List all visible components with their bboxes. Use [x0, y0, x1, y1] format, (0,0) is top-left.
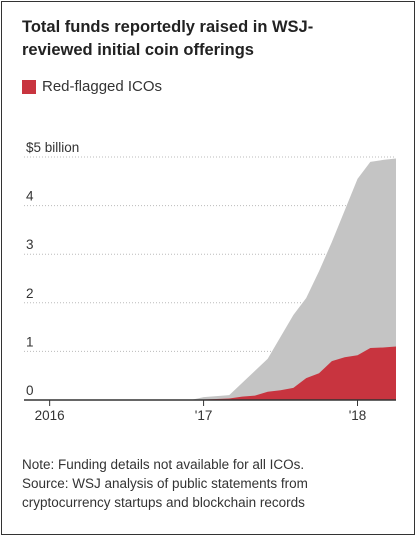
legend-swatch-red-flagged [22, 79, 36, 94]
y-tick-label-4: 4 [26, 189, 34, 204]
area-total [190, 158, 396, 400]
area-red-flagged [190, 346, 396, 400]
y-tick-label-2: 2 [26, 286, 34, 301]
x-tick-label-2016: 2016 [35, 408, 65, 423]
legend: Red-flagged ICOs [22, 78, 162, 95]
chart-footnote: Note: Funding details not available for … [22, 455, 402, 512]
x-tick-label-'17: '17 [195, 408, 213, 423]
y-tick-label-0: 0 [26, 383, 34, 398]
y-tick-label-1: 1 [26, 334, 34, 349]
footnote-line-2: Source: WSJ analysis of public statement… [22, 476, 308, 491]
legend-label-red-flagged: Red-flagged ICOs [42, 78, 163, 95]
x-tick-label-'18: '18 [349, 408, 367, 423]
chart-title-line-2: reviewed initial coin offerings [22, 41, 254, 59]
y-tick-label-3: 3 [26, 237, 34, 252]
chart-title-line-1: Total funds reportedly raised in WSJ- [22, 18, 314, 36]
y-tick-label-5: $5 billion [26, 140, 79, 155]
footnote-line-1: Note: Funding details not available for … [22, 457, 305, 472]
chart-title: Total funds reportedly raised in WSJ- re… [22, 16, 402, 62]
footnote-line-3: cryptocurrency startups and blockchain r… [22, 495, 305, 510]
